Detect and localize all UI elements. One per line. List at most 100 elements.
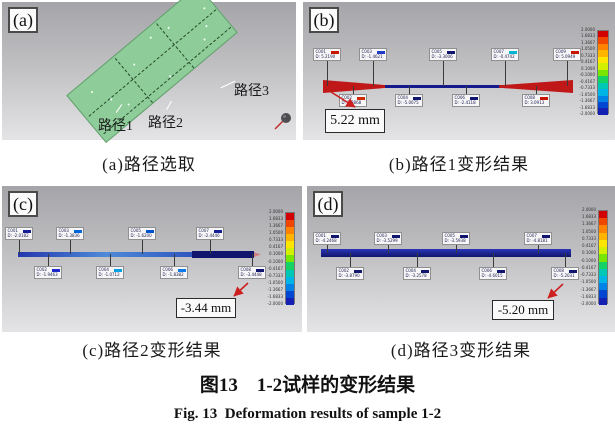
colorbar-segment [598, 101, 608, 109]
colorbar-segment [599, 261, 607, 269]
path3-label: 路径3 [234, 84, 269, 99]
measure-label-C005: C005 D: -3.3006 [429, 48, 457, 61]
colorbar-segment [286, 255, 294, 263]
panel-a-letter: (a) [8, 7, 38, 33]
colorbar-segment [598, 89, 608, 96]
measure-label-id-row: C003 [362, 49, 385, 55]
panel-c-path2-deformation: (c) C001 D: -2.0182 C003 D: -1.3836 C005 D: -… [2, 186, 302, 332]
measure-label-id-row: C001 [316, 49, 339, 55]
point-color-chip [420, 269, 429, 273]
deformation-beam-left [323, 80, 387, 93]
point-deformation-value: D: -1.4621 [361, 53, 383, 59]
colorbar-segment [598, 50, 608, 57]
point-id: C007 [526, 233, 537, 238]
colorbar-tick-label: 2.0000 [581, 27, 595, 32]
measurement-dot [203, 38, 206, 41]
colorbar-tick-label: 1.0500 [581, 46, 595, 52]
point-color-chip [22, 229, 31, 233]
panel-c-letter: (c) [8, 191, 38, 217]
beam-end-tip [254, 252, 261, 257]
point-deformation-value: D: -3.3006 [431, 53, 453, 59]
colorbar-tick-label: -1.3667 [579, 98, 595, 104]
colorbar-segment [599, 211, 607, 219]
deformation-beam-mid [385, 85, 501, 88]
panel-b-letter: (b) [309, 7, 339, 33]
colorbar-segment [598, 56, 608, 64]
colorbar-segment [599, 254, 607, 262]
point-id: C006 [454, 95, 465, 100]
panel-b-caption: (b)路径1变形结果 [388, 155, 530, 174]
panel-a-path-selection: (a) 路径1 路径2 路径3 [2, 0, 296, 144]
colorbar-tick-label: -0.1000 [267, 258, 283, 264]
colorbar-segment [286, 220, 294, 228]
colorbar-tick-label: -0.7333 [580, 272, 596, 278]
colorbar-segment [599, 297, 607, 305]
panel-a-caption: (a)路径选取 [102, 155, 196, 174]
measure-label-id-row: C003 [59, 228, 82, 234]
measure-label-id-row: C006 [482, 268, 505, 274]
point-deformation-value: D: -4.8181 [526, 237, 548, 243]
measure-tick [327, 61, 328, 86]
measure-label-C002: C002 D: -3.8790 [336, 267, 364, 280]
colorbar-tick-label: -1.6833 [267, 293, 283, 299]
point-deformation-value: D: 1.8868 [341, 99, 362, 105]
point-color-chip [508, 50, 517, 54]
measure-tick [538, 245, 539, 253]
point-id: C006 [162, 267, 173, 272]
point-deformation-value: D: -1.3836 [58, 232, 80, 238]
colorbar-tick-label: 2.0000 [269, 209, 283, 214]
colorbar-segment [286, 241, 294, 249]
path-line-center [88, 9, 217, 117]
measure-label-C006: C006 D: -4.6015 [479, 267, 507, 280]
point-color-chip [570, 50, 579, 54]
figure-caption-en: Fig. 13 Deformation results of sample 1-… [173, 406, 442, 422]
point-deformation-value: D: -2.4118 [454, 99, 476, 105]
colorbar-segment [598, 76, 608, 83]
colorbar-segment [599, 290, 607, 298]
measure-tick [493, 253, 494, 267]
measure-label-C007: C007 D: -2.4446 [196, 227, 224, 240]
colorbar-segment [599, 247, 607, 255]
colorbar-segment [286, 248, 294, 256]
colorbar-segment [599, 275, 607, 284]
point-deformation-value: D: -1.6200 [130, 232, 152, 238]
measure-label-id-row: C001 [8, 228, 31, 234]
colorbar-tick-label: -0.4167 [267, 265, 283, 271]
point-color-chip [353, 269, 362, 273]
measurement-dot [167, 26, 171, 30]
measure-tick [373, 61, 374, 86]
point-id: C003 [376, 233, 387, 238]
measure-label-C009: C009 D: 5.0949 [553, 48, 581, 61]
colorbar-tick-label: -0.1000 [580, 257, 596, 263]
max-deformation-callout: -3.44 mm [176, 298, 236, 318]
colorbar-tick-label: -1.3667 [580, 286, 596, 292]
point-id: C004 [405, 268, 416, 273]
colorbar-tick-label: 0.7333 [582, 235, 596, 241]
figure-caption-zh: 图13 1-2试样的变形结果 [199, 375, 416, 396]
colorbar-tick-label: 1.6833 [581, 33, 595, 39]
measure-tick [409, 86, 410, 94]
colorbar-segment [286, 283, 294, 291]
colorbar-segment [286, 234, 294, 242]
measure-label-C008: C008 D: -3.4448 [238, 266, 266, 279]
path-line-transverse-2 [156, 23, 195, 69]
measure-label-id-row: C005 [445, 233, 468, 239]
point-deformation-value: D: -1.9463 [36, 271, 58, 277]
point-id: C002 [36, 267, 47, 272]
measure-tick [19, 240, 20, 254]
colorbar-segment [286, 269, 294, 277]
measure-label-id-row: C004 [99, 267, 122, 273]
panel-b-path1-deformation: (b) C001 D: 5.2190 C003 D: -1.4621 C005 D: -3… [303, 2, 615, 140]
measure-label-id-row: C005 [131, 228, 154, 234]
colorbar-tick-label: 1.3667 [269, 223, 283, 229]
colorbar-segment [286, 297, 294, 305]
colorbar-segment [286, 276, 294, 284]
measure-label-id-row: C007 [494, 49, 517, 55]
measure-label-C007: C007 D: -4.8181 [524, 232, 552, 245]
colorbar-segment [286, 213, 294, 221]
panel-d-caption: (d)路径3变形结果 [390, 341, 532, 360]
panel-c-caption: (c)路径2变形结果 [82, 341, 222, 360]
measure-tick [565, 253, 566, 267]
point-id: C004 [397, 95, 408, 100]
